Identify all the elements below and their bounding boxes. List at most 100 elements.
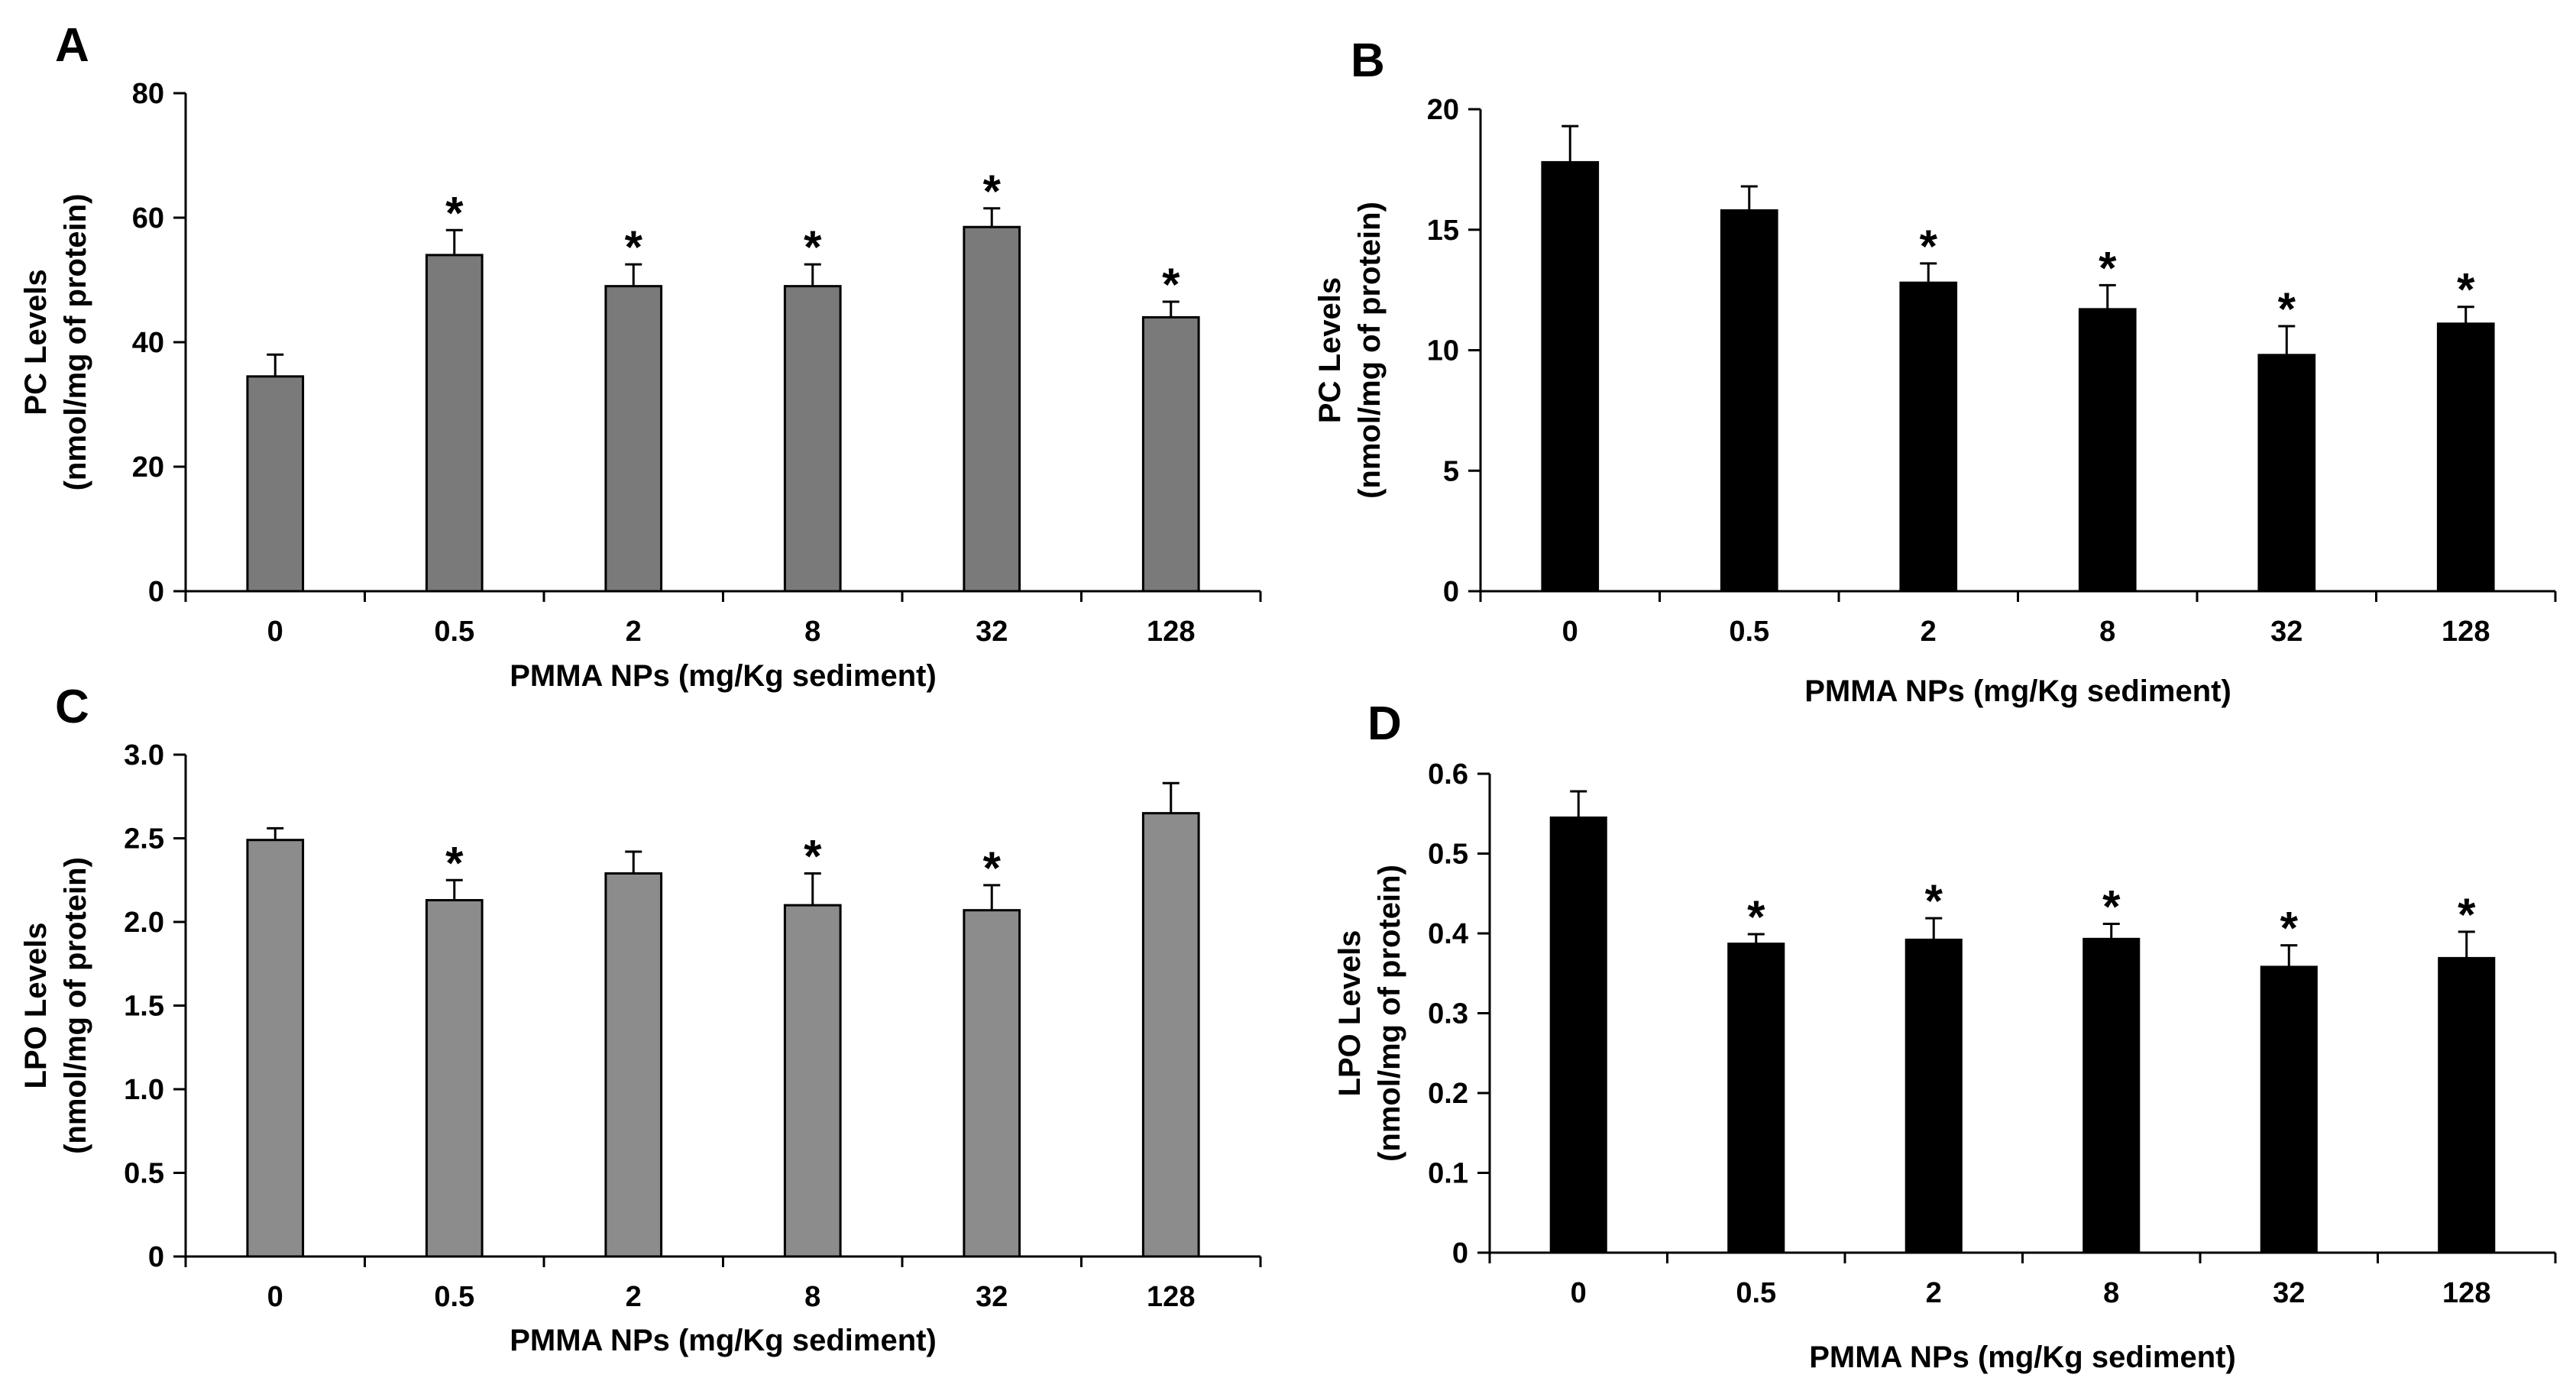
bar-d-4 [2260,965,2318,1254]
x-tick-label-c-2: 2 [626,1281,642,1313]
x-axis-title-b: PMMA NPs (mg/Kg sediment) [1804,674,2231,708]
y-tick-label-d: 0.6 [1428,758,1468,791]
bar-c-3 [783,904,842,1258]
y-tick-label-b: 0 [1443,576,1459,608]
chart-panel-b: B 0 5 10 15 20 0 0.5 2 * 8 * 32 * 128 * PMMA NPs (mg/Kg … [1313,34,2557,708]
significance-star-d-4: * [2280,903,2299,954]
x-tick-label-b-0: 0 [1562,616,1578,648]
significance-star-a-2: * [625,222,643,273]
bar-a-0 [246,375,305,593]
significance-star-d-2: * [1925,875,1943,927]
y-axis-title-line1-a: PC Levels [19,269,53,415]
y-axis-title-line2-a: (nmol/mg of protein) [59,194,92,491]
x-tick-label-d-2: 2 [1926,1277,1942,1309]
bar-b-4 [2257,354,2316,593]
x-tick-label-c-0: 0 [267,1281,283,1313]
bar-b-0 [1541,160,1600,593]
significance-star-d-1: * [1747,891,1765,943]
x-tick-label-a-4: 32 [976,616,1008,648]
y-tick-label-d: 0.4 [1428,918,1468,950]
x-tick-label-a-5: 128 [1147,616,1195,648]
x-axis-title-c: PMMA NPs (mg/Kg sediment) [510,1324,937,1357]
y-tick-label-a: 20 [132,451,164,484]
panel-label-c: C [55,681,89,733]
y-tick-label-c: 3.0 [124,739,164,771]
bar-d-3 [2082,937,2141,1254]
significance-star-a-5: * [1162,259,1180,310]
bar-c-4 [963,909,1021,1258]
bar-a-5 [1141,315,1200,593]
x-tick-label-b-2: 2 [1921,616,1937,648]
bar-c-2 [604,872,663,1258]
x-tick-label-b-1: 0.5 [1729,616,1769,648]
x-tick-label-a-3: 8 [804,616,820,648]
y-axis-title-line2-d: (nmol/mg of protein) [1373,865,1406,1162]
bar-d-1 [1727,943,1785,1254]
y-axis-title-line1-b: PC Levels [1313,277,1347,423]
x-tick-label-d-4: 32 [2273,1277,2305,1309]
x-tick-label-c-1: 0.5 [434,1281,474,1313]
y-tick-label-d: 0.3 [1428,998,1468,1030]
bar-c-1 [425,899,484,1258]
significance-star-a-3: * [804,222,822,273]
bar-a-3 [783,285,842,593]
significance-star-d-3: * [2102,881,2121,932]
significance-star-c-4: * [983,843,1002,894]
x-tick-label-c-3: 8 [804,1281,820,1313]
x-tick-label-b-5: 128 [2442,616,2490,648]
y-axis-title-line2-c: (nmol/mg of protein) [59,857,92,1154]
y-tick-label-d: 0.1 [1428,1158,1468,1190]
bar-c-5 [1141,812,1200,1258]
x-tick-label-c-4: 32 [976,1281,1008,1313]
y-tick-label-a: 80 [132,78,164,110]
x-tick-label-a-2: 2 [626,616,642,648]
y-axis-title-line2-b: (nmol/mg of protein) [1353,202,1387,499]
x-tick-label-c-5: 128 [1147,1281,1195,1313]
x-tick-label-b-3: 8 [2099,616,2115,648]
y-tick-label-d: 0 [1452,1237,1468,1269]
bar-b-5 [2436,322,2495,593]
y-tick-label-b: 15 [1427,215,1459,247]
y-tick-label-c: 2.0 [124,907,164,939]
panel-label-a: A [55,19,89,72]
significance-star-c-1: * [445,837,464,888]
bar-b-2 [1899,281,1958,593]
significance-star-b-2: * [1920,221,1938,272]
y-tick-label-c: 2.5 [124,823,164,855]
x-tick-label-a-1: 0.5 [434,616,474,648]
y-tick-label-d: 0.5 [1428,839,1468,871]
y-axis-title-line1-d: LPO Levels [1333,930,1367,1097]
significance-star-b-4: * [2278,283,2296,335]
panel-label-d: D [1367,697,1402,750]
chart-panel-d: D 0 0.1 0.2 0.3 0.4 0.5 0.6 0 0.5 * 2 * 8 * 32 * 128 * PMMA… [1333,697,2557,1374]
bar-a-1 [425,254,484,593]
x-tick-label-d-5: 128 [2442,1277,2490,1309]
panel-label-b: B [1351,34,1385,87]
y-tick-label-d: 0.2 [1428,1078,1468,1110]
chart-panel-a: A 0 20 40 60 80 0 0.5 * 2 * 8 * 32 * 128 * PMMA NPs (mg/K… [19,19,1262,693]
y-tick-label-b: 10 [1427,335,1459,367]
significance-star-d-5: * [2458,889,2476,940]
bar-d-0 [1549,816,1607,1254]
significance-star-c-3: * [804,830,822,881]
bar-b-3 [2078,308,2137,593]
y-tick-label-a: 60 [132,202,164,234]
significance-star-a-4: * [983,166,1002,217]
x-tick-label-a-0: 0 [267,616,283,648]
chart-panel-c: C 0 0.5 1.0 1.5 2.0 2.5 3.0 0 0.5 * 2 8 * 32 * 128 PMMA N… [19,681,1262,1357]
y-tick-label-a: 40 [132,327,164,359]
x-tick-label-d-0: 0 [1571,1277,1587,1309]
y-axis-title-line1-c: LPO Levels [19,923,53,1089]
significance-star-b-3: * [2099,242,2117,293]
x-tick-label-b-4: 32 [2270,616,2303,648]
y-tick-label-c: 0.5 [124,1158,164,1190]
x-tick-label-d-3: 8 [2103,1277,2119,1309]
significance-star-b-5: * [2457,264,2475,315]
x-axis-title-a: PMMA NPs (mg/Kg sediment) [510,659,937,693]
bar-c-0 [246,839,305,1258]
bar-d-2 [1904,938,1963,1254]
significance-star-a-1: * [445,187,464,238]
x-tick-label-d-1: 0.5 [1736,1277,1776,1309]
y-tick-label-b: 5 [1443,455,1459,487]
